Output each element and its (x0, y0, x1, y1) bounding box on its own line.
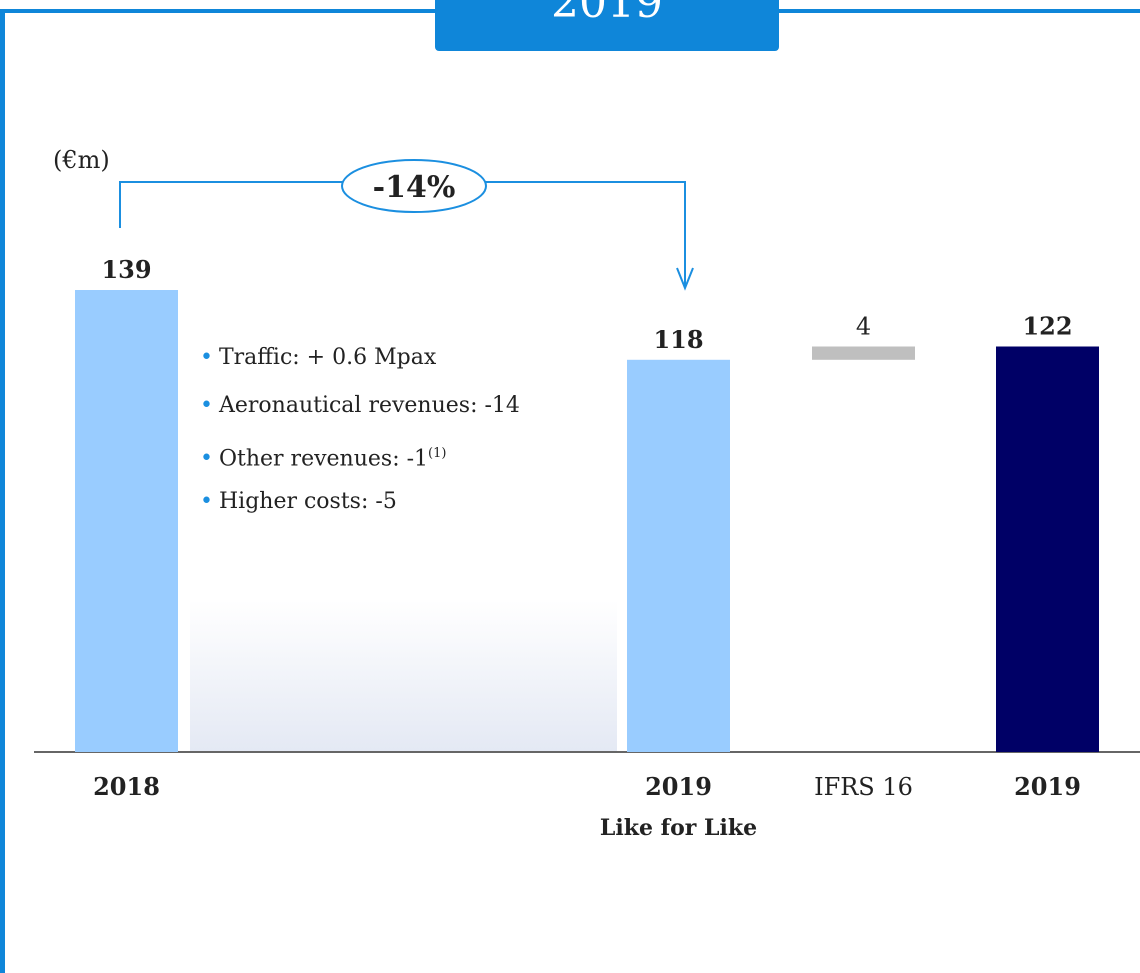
driver-item: • Higher costs: -5 (200, 484, 520, 532)
drivers-background-panel (190, 600, 617, 751)
header-title: 2019 (551, 0, 663, 28)
growth-connector: -14% (119, 159, 694, 291)
connector-arrow-icon (676, 267, 694, 291)
bar-3 (996, 346, 1099, 752)
footnote-marker: (1) (428, 446, 447, 461)
unit-label: (€m) (53, 146, 110, 174)
value-label: 118 (653, 325, 703, 354)
drivers-list: • Traffic: + 0.6 Mpax • Aeronautical revenu… (200, 340, 520, 532)
bar-2 (812, 346, 915, 360)
value-label: 122 (1022, 312, 1072, 341)
growth-label: -14% (373, 170, 456, 205)
category-label: 2019 (645, 772, 712, 801)
bullet-icon: • (200, 345, 213, 370)
driver-text: Aeronautical revenues: -14 (218, 393, 520, 418)
bullet-icon: • (200, 446, 213, 472)
driver-text: Traffic: + 0.6 Mpax (218, 345, 437, 370)
bullet-icon: • (200, 393, 213, 418)
driver-item: • Other revenues: -1(1) (200, 436, 520, 484)
category-sublabel: Like for Like (600, 815, 757, 841)
header-tab: 2019 (435, 0, 779, 51)
value-label: 139 (101, 255, 151, 284)
connector-line-right (483, 181, 686, 288)
driver-item: • Aeronautical revenues: -14 (200, 388, 520, 436)
category-label: 2018 (93, 772, 160, 801)
value-label: 4 (856, 313, 871, 341)
bar-1 (627, 359, 730, 752)
category-label: IFRS 16 (814, 773, 913, 801)
driver-text: Higher costs: -5 (218, 489, 397, 514)
category-label: 2019 (1014, 772, 1081, 801)
connector-line-left (119, 181, 345, 228)
bar-0 (75, 290, 178, 752)
bullet-icon: • (200, 489, 213, 514)
driver-text: Other revenues: -1 (218, 446, 429, 472)
growth-ellipse (341, 159, 487, 213)
driver-item: • Traffic: + 0.6 Mpax (200, 340, 520, 388)
